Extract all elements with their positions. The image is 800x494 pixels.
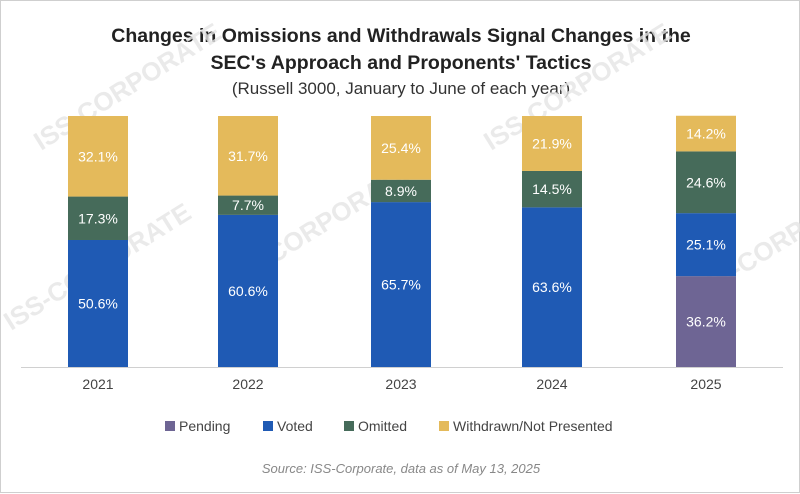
legend-label-omitted: Omitted bbox=[358, 418, 407, 434]
x-tick-label-2021: 2021 bbox=[82, 376, 113, 392]
data-label-2021-withdrawn-not-presented: 32.1% bbox=[78, 148, 118, 164]
data-label-2024-voted: 63.6% bbox=[532, 279, 572, 295]
bar-2023-voted bbox=[371, 202, 431, 367]
legend-label-pending: Pending bbox=[179, 418, 230, 434]
source-note: Source: ISS-Corporate, data as of May 13… bbox=[261, 461, 541, 476]
legend-label-withdrawn-not-presented: Withdrawn/Not Presented bbox=[453, 418, 613, 434]
legend-swatch-withdrawn-not-presented bbox=[439, 421, 449, 431]
data-label-2022-omitted: 7.7% bbox=[232, 197, 264, 213]
bar-2023-omitted bbox=[371, 179, 431, 203]
legend-swatch-voted bbox=[263, 421, 273, 431]
data-label-2023-omitted: 8.9% bbox=[385, 183, 417, 199]
bar-2024-omitted bbox=[522, 170, 582, 208]
x-tick-label-2024: 2024 bbox=[536, 376, 567, 392]
chart-title: Changes in Omissions and Withdrawals Sig… bbox=[1, 23, 800, 77]
bar-2022-voted bbox=[218, 214, 278, 367]
data-label-2022-voted: 60.6% bbox=[228, 283, 268, 299]
legend-swatch-omitted bbox=[344, 421, 354, 431]
title-line-1: Changes in Omissions and Withdrawals Sig… bbox=[111, 25, 691, 47]
bar-2025-pending bbox=[676, 276, 736, 367]
data-label-2025-voted: 25.1% bbox=[686, 237, 726, 253]
bar-2025-omitted bbox=[676, 151, 736, 214]
data-label-2022-withdrawn-not-presented: 31.7% bbox=[228, 148, 268, 164]
data-label-2021-omitted: 17.3% bbox=[78, 210, 118, 226]
title-line-2: SEC's Approach and Proponents' Tactics bbox=[210, 52, 592, 74]
data-label-2021-voted: 50.6% bbox=[78, 295, 118, 311]
x-tick-label-2023: 2023 bbox=[385, 376, 416, 392]
bar-2022-omitted bbox=[218, 195, 278, 215]
bar-2025-withdrawn-not-presented bbox=[676, 115, 736, 152]
data-label-2025-omitted: 24.6% bbox=[686, 174, 726, 190]
legend-label-voted: Voted bbox=[277, 418, 313, 434]
bar-2023-withdrawn-not-presented bbox=[371, 116, 431, 180]
data-label-2025-withdrawn-not-presented: 14.2% bbox=[686, 126, 726, 142]
bar-2021-withdrawn-not-presented bbox=[68, 116, 128, 197]
bar-2022-withdrawn-not-presented bbox=[218, 116, 278, 196]
bar-2021-voted bbox=[68, 239, 128, 367]
bar-2024-voted bbox=[522, 207, 582, 367]
chart-subtitle: (Russell 3000, January to June of each y… bbox=[231, 79, 571, 98]
data-label-2024-omitted: 14.5% bbox=[532, 181, 572, 197]
x-tick-label-2022: 2022 bbox=[232, 376, 263, 392]
data-label-2023-withdrawn-not-presented: 25.4% bbox=[381, 140, 421, 156]
x-tick-label-2025: 2025 bbox=[690, 376, 721, 392]
bar-2021-omitted bbox=[68, 196, 128, 240]
data-label-2024-withdrawn-not-presented: 21.9% bbox=[532, 135, 572, 151]
bar-2025-voted bbox=[676, 213, 736, 277]
data-label-2025-pending: 36.2% bbox=[686, 314, 726, 330]
legend-swatch-pending bbox=[165, 421, 175, 431]
bar-2024-withdrawn-not-presented bbox=[522, 116, 582, 171]
data-label-2023-voted: 65.7% bbox=[381, 277, 421, 293]
